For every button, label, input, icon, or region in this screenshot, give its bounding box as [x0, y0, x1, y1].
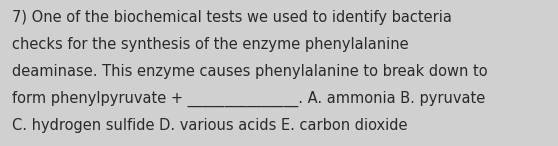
- Text: C. hydrogen sulfide D. various acids E. carbon dioxide: C. hydrogen sulfide D. various acids E. …: [12, 118, 408, 133]
- Text: checks for the synthesis of the enzyme phenylalanine: checks for the synthesis of the enzyme p…: [12, 37, 409, 52]
- Text: deaminase. This enzyme causes phenylalanine to break down to: deaminase. This enzyme causes phenylalan…: [12, 64, 488, 79]
- Text: form phenylpyruvate + _______________. A. ammonia B. pyruvate: form phenylpyruvate + _______________. A…: [12, 91, 485, 107]
- Text: 7) One of the biochemical tests we used to identify bacteria: 7) One of the biochemical tests we used …: [12, 10, 452, 25]
